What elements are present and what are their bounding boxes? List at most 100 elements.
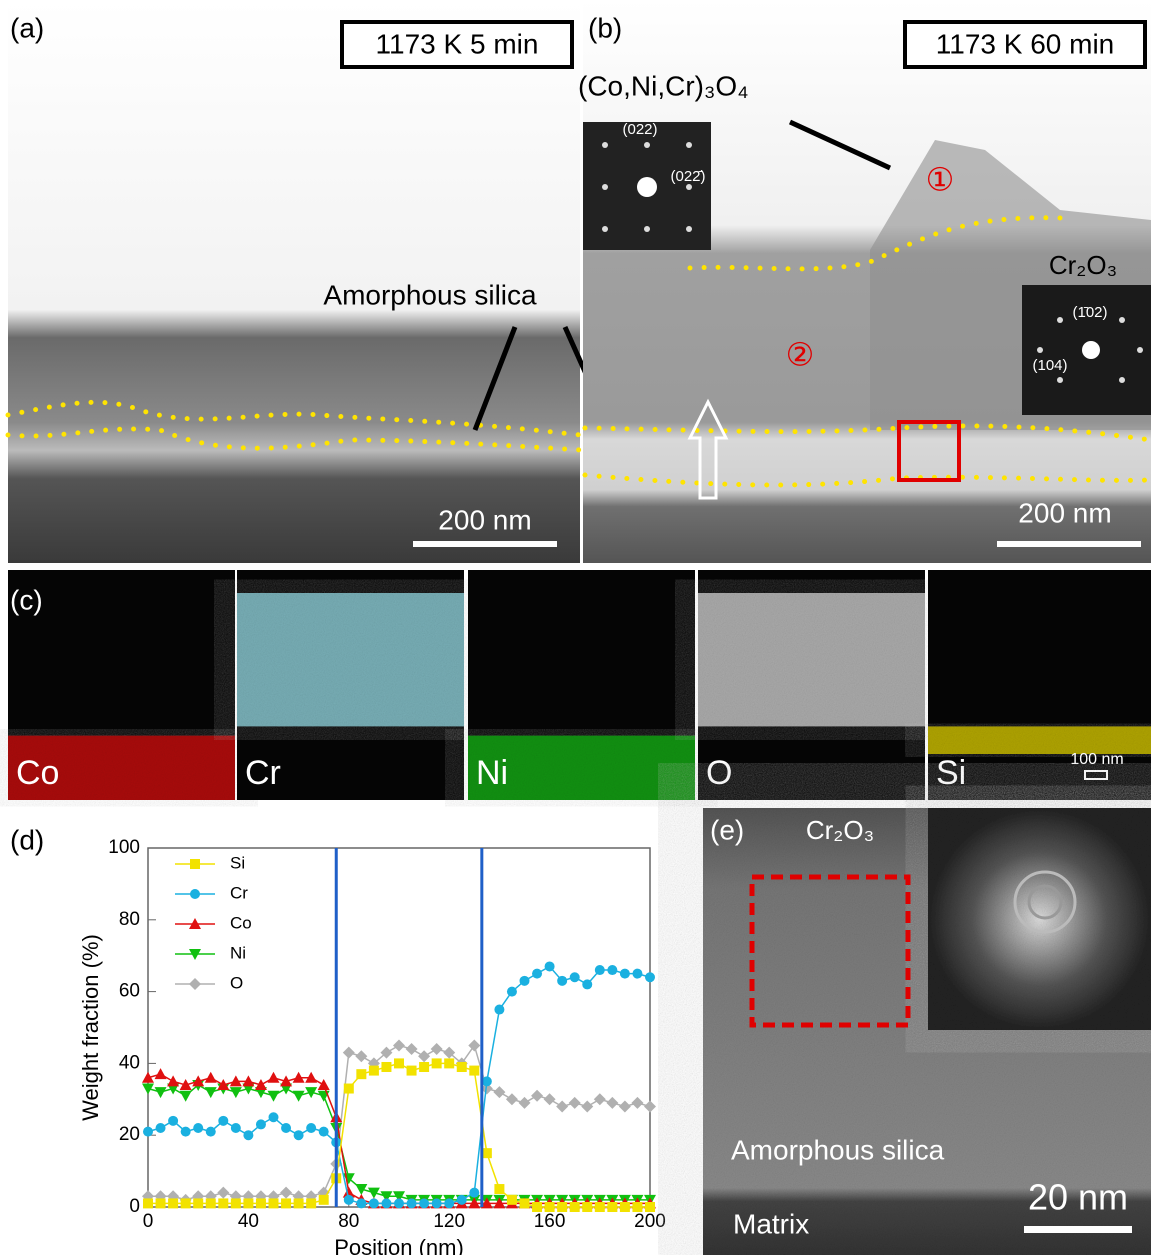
plot-frame [148,848,650,1207]
legend-marker [189,978,201,990]
element-label: Si [936,754,966,792]
point [457,1062,467,1072]
point [168,1198,178,1208]
line-chart: 04080120160200020406080100Position (nm)W… [78,837,666,1255]
point [532,1202,542,1212]
point [268,1091,280,1102]
scale-bar [413,541,557,547]
point [494,1005,504,1015]
panel-label: (a) [10,12,44,43]
point [319,1195,329,1205]
point [393,1039,405,1051]
y-tick-label: 40 [119,1052,140,1073]
point [644,1100,656,1112]
point [193,1198,203,1208]
point [156,1123,166,1133]
legend-label: Ni [230,943,246,962]
point [205,1072,217,1083]
point [193,1123,203,1133]
eds-signal [698,593,925,726]
point [645,972,655,982]
point [645,1202,655,1212]
spot-index: (022̄) [670,168,705,185]
y-tick-label: 100 [108,837,140,858]
point [545,961,555,971]
point [218,1116,228,1126]
legend-label: Cr [230,883,248,902]
point [632,1202,642,1212]
point [180,1091,192,1102]
point [468,1039,480,1051]
fft-inset [928,808,1151,1030]
point [419,1198,429,1208]
element-label: Cr [245,754,281,792]
scale-label: 200 nm [438,504,531,535]
point [293,1091,305,1102]
point [156,1198,166,1208]
point [356,1198,366,1208]
eds-maps: CoCrNiOSi [8,570,1151,800]
point [306,1198,316,1208]
phase-label: Cr₂O₃ [1049,250,1117,280]
point [294,1130,304,1140]
point [168,1116,178,1126]
scale-label: 20 nm [1028,1177,1128,1218]
scale-label: 200 nm [1018,497,1111,528]
point [620,1202,630,1212]
point [369,1066,379,1076]
spot-index: (104) [1032,357,1067,374]
point [206,1127,216,1137]
point [632,969,642,979]
point [256,1198,266,1208]
point [507,987,517,997]
point [520,976,530,986]
point [619,1100,631,1112]
x-tick-label: 40 [238,1211,259,1232]
point [520,1198,530,1208]
point [581,1100,593,1112]
point [230,1087,242,1098]
point [181,1127,191,1137]
point [431,1043,443,1055]
point [269,1198,279,1208]
annotation: Amorphous silica [323,279,537,310]
point [631,1097,643,1109]
y-tick-label: 60 [119,981,140,1002]
point [143,1127,153,1137]
phase-label: (Co,Ni,Cr)₃O₄ [578,70,749,101]
point [306,1123,316,1133]
point [582,1202,592,1212]
point [217,1187,229,1199]
point [594,1093,606,1105]
eds-signal [237,593,464,726]
point [394,1198,404,1208]
panel-label: (d) [10,824,44,855]
point [532,969,542,979]
point [181,1198,191,1208]
point [531,1090,543,1102]
point [206,1198,216,1208]
scale-bar [1024,1226,1132,1233]
point [155,1068,167,1079]
layer-label: Matrix [733,1208,809,1239]
point [494,1184,504,1194]
point [319,1127,329,1137]
point [595,1202,605,1212]
point [394,1058,404,1068]
point [280,1187,292,1199]
point [432,1198,442,1208]
point [519,1097,531,1109]
point [381,1198,391,1208]
point [231,1123,241,1133]
point [355,1050,367,1062]
point [343,1047,355,1059]
point [218,1198,228,1208]
point [457,1195,467,1205]
element-label: Co [16,754,59,792]
panel-label: (b) [588,12,622,43]
legend-label: Si [230,853,245,872]
point [606,1097,618,1109]
point [545,1202,555,1212]
spot-index: (022) [622,121,657,138]
panel-label: (e) [710,814,744,845]
